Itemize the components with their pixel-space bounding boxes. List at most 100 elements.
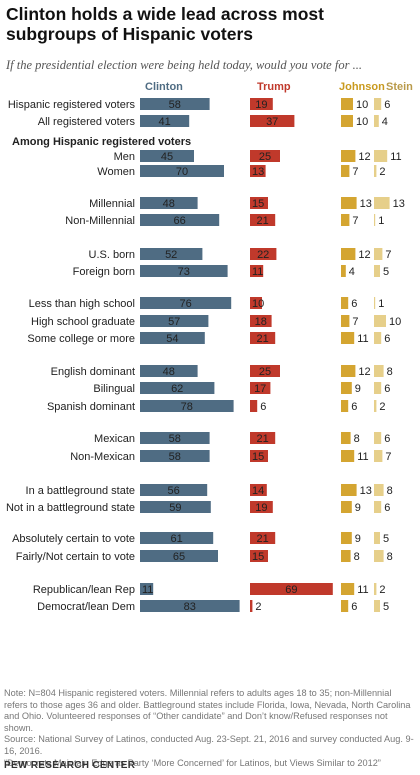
value-label-clinton: 48 xyxy=(163,198,175,210)
value-label-stein: 5 xyxy=(383,601,389,613)
bar-trump xyxy=(250,365,280,377)
bar-trump xyxy=(250,248,277,260)
value-label-clinton: 58 xyxy=(169,451,181,463)
bar-johnson xyxy=(341,115,353,127)
value-label-trump: 69 xyxy=(285,584,297,596)
bar-trump xyxy=(250,550,268,562)
legend-stein: Stein xyxy=(386,81,413,93)
value-label-clinton: 65 xyxy=(173,551,185,563)
value-label-stein: 10 xyxy=(389,316,401,328)
value-label-stein: 6 xyxy=(384,99,390,111)
category-label: Not in a battleground state xyxy=(6,502,135,514)
value-label-stein: 8 xyxy=(387,551,393,563)
value-label-johnson: 8 xyxy=(354,433,360,445)
bar-stein xyxy=(374,432,382,444)
bar-trump xyxy=(250,265,264,277)
bar-johnson xyxy=(341,165,350,177)
bar-clinton xyxy=(140,265,228,277)
bar-clinton xyxy=(140,165,224,177)
value-label-johnson: 11 xyxy=(357,333,368,345)
value-label-clinton: 45 xyxy=(161,151,173,163)
value-label-johnson: 8 xyxy=(354,551,360,563)
category-label: Mexican xyxy=(94,433,135,445)
value-label-clinton: 58 xyxy=(169,99,181,111)
value-label-trump: 25 xyxy=(259,151,271,163)
value-label-clinton: 70 xyxy=(176,166,188,178)
value-label-clinton: 73 xyxy=(178,266,190,278)
value-label-trump: 22 xyxy=(257,249,269,261)
bar-johnson xyxy=(341,400,349,412)
value-label-stein: 2 xyxy=(379,401,385,413)
value-label-trump: 21 xyxy=(256,333,268,345)
value-label-clinton: 54 xyxy=(166,333,178,345)
value-label-stein: 2 xyxy=(379,584,385,596)
bar-trump xyxy=(250,400,258,412)
category-label: Some college or more xyxy=(27,333,135,345)
bar-johnson xyxy=(341,265,346,277)
bar-clinton xyxy=(140,400,234,412)
bar-stein xyxy=(374,583,377,595)
category-label: In a battleground state xyxy=(26,485,135,497)
value-label-stein: 8 xyxy=(387,366,393,378)
bar-trump xyxy=(250,197,268,209)
value-label-trump: 13 xyxy=(252,166,264,178)
category-label: Non-Millennial xyxy=(65,215,135,227)
bar-johnson xyxy=(341,98,353,110)
bar-johnson xyxy=(341,150,356,162)
bar-stein xyxy=(374,382,382,394)
value-label-trump: 10 xyxy=(252,298,264,310)
value-label-clinton: 66 xyxy=(173,215,185,227)
bar-clinton xyxy=(140,583,154,595)
value-label-trump: 17 xyxy=(254,383,266,395)
bar-clinton xyxy=(140,332,205,344)
bar-clinton xyxy=(140,484,208,496)
value-label-stein: 7 xyxy=(385,249,391,261)
bar-johnson xyxy=(341,484,357,496)
bar-stein xyxy=(374,265,380,277)
note-text: Note: N=804 Hispanic registered voters. … xyxy=(4,688,411,733)
category-label: Men xyxy=(114,151,135,163)
value-label-trump: 15 xyxy=(252,198,264,210)
value-label-stein: 8 xyxy=(387,485,393,497)
bar-trump xyxy=(250,450,268,462)
value-label-stein: 2 xyxy=(379,166,385,178)
value-label-trump: 6 xyxy=(260,401,266,413)
bar-johnson xyxy=(341,365,356,377)
value-label-clinton: 83 xyxy=(184,601,196,613)
brand-logo-text: PEW RESEARCH CENTER xyxy=(4,760,136,771)
bar-trump xyxy=(250,165,266,177)
bar-clinton xyxy=(140,450,210,462)
value-label-johnson: 10 xyxy=(356,116,368,128)
value-label-johnson: 6 xyxy=(351,601,357,613)
bar-johnson xyxy=(341,450,355,462)
value-label-johnson: 12 xyxy=(358,366,370,378)
bar-clinton xyxy=(140,365,198,377)
bar-stein xyxy=(374,450,383,462)
bar-stein xyxy=(374,600,380,612)
value-label-trump: 21 xyxy=(256,433,268,445)
bar-stein xyxy=(374,332,382,344)
bar-clinton xyxy=(140,115,190,127)
value-label-stein: 4 xyxy=(382,116,388,128)
value-label-stein: 11 xyxy=(390,151,401,163)
value-label-clinton: 59 xyxy=(169,502,181,514)
category-label: English dominant xyxy=(51,366,135,378)
category-label: Foreign born xyxy=(73,266,135,278)
bar-johnson xyxy=(341,197,357,209)
bar-johnson xyxy=(341,297,349,309)
value-label-stein: 7 xyxy=(385,451,391,463)
value-label-johnson: 9 xyxy=(355,502,361,514)
value-label-johnson: 12 xyxy=(358,151,370,163)
bar-stein xyxy=(374,197,390,209)
value-label-johnson: 13 xyxy=(360,198,372,210)
bar-trump xyxy=(250,583,333,595)
value-label-trump: 14 xyxy=(252,485,264,497)
value-label-trump: 18 xyxy=(255,316,267,328)
bar-clinton xyxy=(140,432,210,444)
bar-stein xyxy=(374,115,379,127)
bar-trump xyxy=(250,332,276,344)
bar-johnson xyxy=(341,532,352,544)
category-label: High school graduate xyxy=(31,316,135,328)
bar-trump xyxy=(250,600,253,612)
bar-chart: Clinton Trump Johnson Stein Among Hispanic r… xyxy=(6,81,413,613)
